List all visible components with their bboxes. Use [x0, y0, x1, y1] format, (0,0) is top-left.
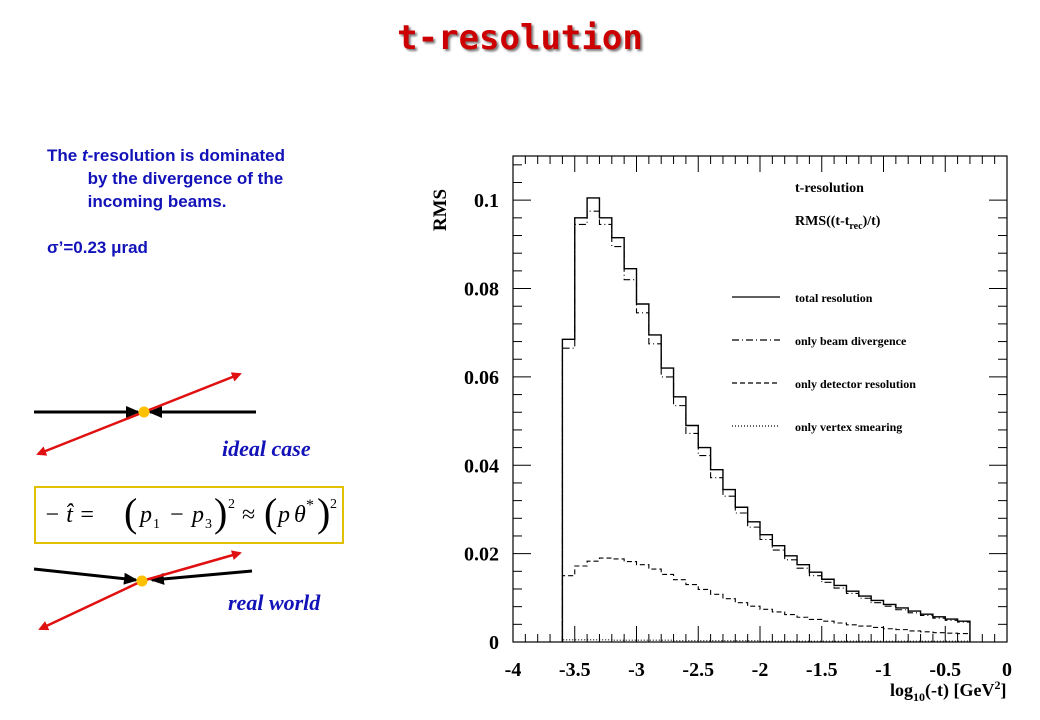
formula-exp1: 2: [228, 497, 235, 512]
tilted-beam-left: [33, 567, 138, 585]
y-axis-label: RMS: [430, 189, 451, 231]
ideal-case-diagram: [34, 372, 256, 456]
x-axis-label-sup: 2: [994, 678, 1000, 692]
svg-text:(: (: [264, 490, 277, 535]
formula-star: *: [306, 497, 314, 514]
chart-subtitle: RMS((t-trec)/t): [795, 214, 881, 232]
description-prefix: The: [47, 146, 82, 165]
ideal-case-label: ideal case: [222, 436, 311, 461]
y-tick-label: 0.04: [464, 455, 499, 477]
series-total-resolution: [561, 197, 971, 642]
formula-box: − t̂ = ( p 1 − p 3 ) 2 ≈ ( p θ * ) 2: [34, 486, 344, 544]
formula-p: p: [276, 502, 290, 528]
y-tick-label: 0: [489, 632, 499, 654]
chart-subtitle-sub: rec: [849, 221, 863, 232]
formula-theta: θ: [294, 502, 306, 528]
x-axis-label: log10(-t) [GeV2]: [890, 678, 1006, 704]
x-tick-label: -3.5: [559, 659, 591, 681]
x-axis-label-end: ]: [1000, 680, 1006, 700]
rms-chart: 0 0.02 0.04 0.06 0.08 0.1 -4 -3.5 -3 -2.5 -2 -1.5 -…: [430, 155, 1012, 704]
legend-label: only detector resolution: [795, 377, 916, 391]
formula-approx: ≈: [242, 502, 255, 528]
x-axis-label-mid: (-t) [GeV: [925, 680, 994, 701]
svg-text:): ): [214, 490, 227, 535]
chart-subtitle-tail: )/t): [863, 214, 881, 229]
y-tick-label: 0.02: [464, 544, 499, 566]
series-only-vertex-smearing: [561, 639, 971, 642]
slide-title: t-resolution: [397, 18, 643, 58]
x-tick-label: -2.5: [682, 659, 714, 681]
x-tick-label: -0.5: [929, 659, 961, 681]
svg-text:(: (: [124, 490, 137, 535]
x-tick-label: 0: [1002, 659, 1012, 681]
chart-inner-title: t-resolution: [795, 181, 864, 196]
formula-minus: −: [170, 502, 184, 528]
formula-p1: p: [138, 502, 152, 528]
legend-label: only beam divergence: [795, 334, 907, 348]
x-axis-label-sub: 10: [913, 690, 925, 704]
ideal-vertex: [138, 406, 150, 418]
x-tick-label: -1.5: [806, 659, 838, 681]
x-tick-label: -2: [752, 659, 769, 681]
scattered-proton-down: [36, 410, 145, 456]
legend-label: only vertex smearing: [795, 420, 902, 434]
real-world-diagram: [33, 550, 253, 631]
scattered-proton-up-real: [141, 550, 242, 583]
y-tick-label: 0.1: [474, 190, 499, 212]
formula-sub3: 3: [205, 517, 212, 532]
tilted-beam-right: [150, 569, 253, 585]
plot-frame: [512, 155, 1008, 643]
formula-exp2: 2: [330, 497, 337, 512]
description-t: t: [81, 146, 88, 165]
y-tick-label: 0.06: [464, 367, 499, 389]
description-rest: -resolution is dominated by the divergen…: [87, 146, 286, 211]
x-tick-label: -4: [505, 659, 522, 681]
chart-subtitle-main: RMS((t-t: [795, 214, 850, 229]
legend-label: total resolution: [795, 291, 873, 305]
svg-text:): ): [317, 490, 330, 535]
scattered-proton-down-real: [38, 579, 143, 631]
formula-sub1: 1: [153, 517, 160, 532]
x-axis-label-log: log: [890, 680, 913, 700]
series-only-detector-resolution: [561, 557, 971, 642]
sigma-text: σ’=0.23 μrad: [47, 238, 148, 257]
y-tick-label: 0.08: [464, 279, 499, 301]
formula-lhs: − t̂ =: [44, 502, 95, 528]
scattered-proton-up: [143, 372, 242, 414]
x-tick-label: -3: [628, 659, 645, 681]
real-vertex: [136, 575, 148, 587]
real-world-label: real world: [228, 590, 321, 615]
description-text: The t-resolution is dominated by the div…: [47, 144, 303, 259]
series-only-beam-divergence: [561, 210, 971, 642]
formula-p3: p: [190, 502, 204, 528]
x-tick-label: -1: [875, 659, 892, 681]
